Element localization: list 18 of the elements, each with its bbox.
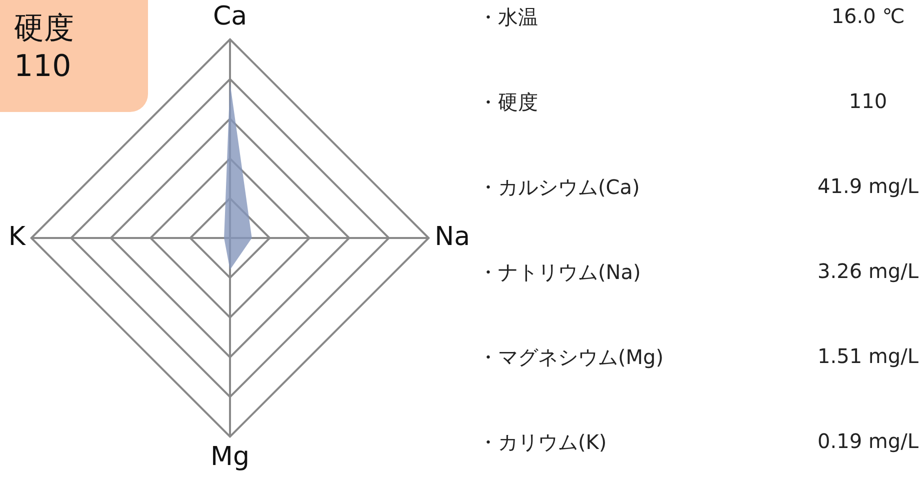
text: ・硬度 [478, 89, 538, 116]
text: 0.19 mg/L [818, 429, 918, 453]
text: 16.0 ℃ [831, 4, 905, 28]
text: ・マグネシウム(Mg) [478, 344, 664, 371]
spoke-label: Na [434, 222, 470, 252]
text: ・カリウム(K) [478, 429, 607, 456]
spoke-label: K [8, 222, 26, 252]
text: 41.9 mg/L [818, 174, 918, 198]
spoke-label: Ca [212, 2, 248, 32]
spoke-label: Mg [210, 442, 250, 472]
text: ・カルシウム(Ca) [478, 174, 640, 201]
text: 1.51 mg/L [818, 344, 918, 368]
text: 3.26 mg/L [818, 259, 918, 283]
text: ・水温 [478, 4, 538, 31]
chart-title: 硬度 [14, 10, 75, 48]
text: ・ナトリウム(Na) [478, 259, 641, 286]
text: 110 [848, 89, 888, 113]
text: 110 [14, 48, 72, 86]
